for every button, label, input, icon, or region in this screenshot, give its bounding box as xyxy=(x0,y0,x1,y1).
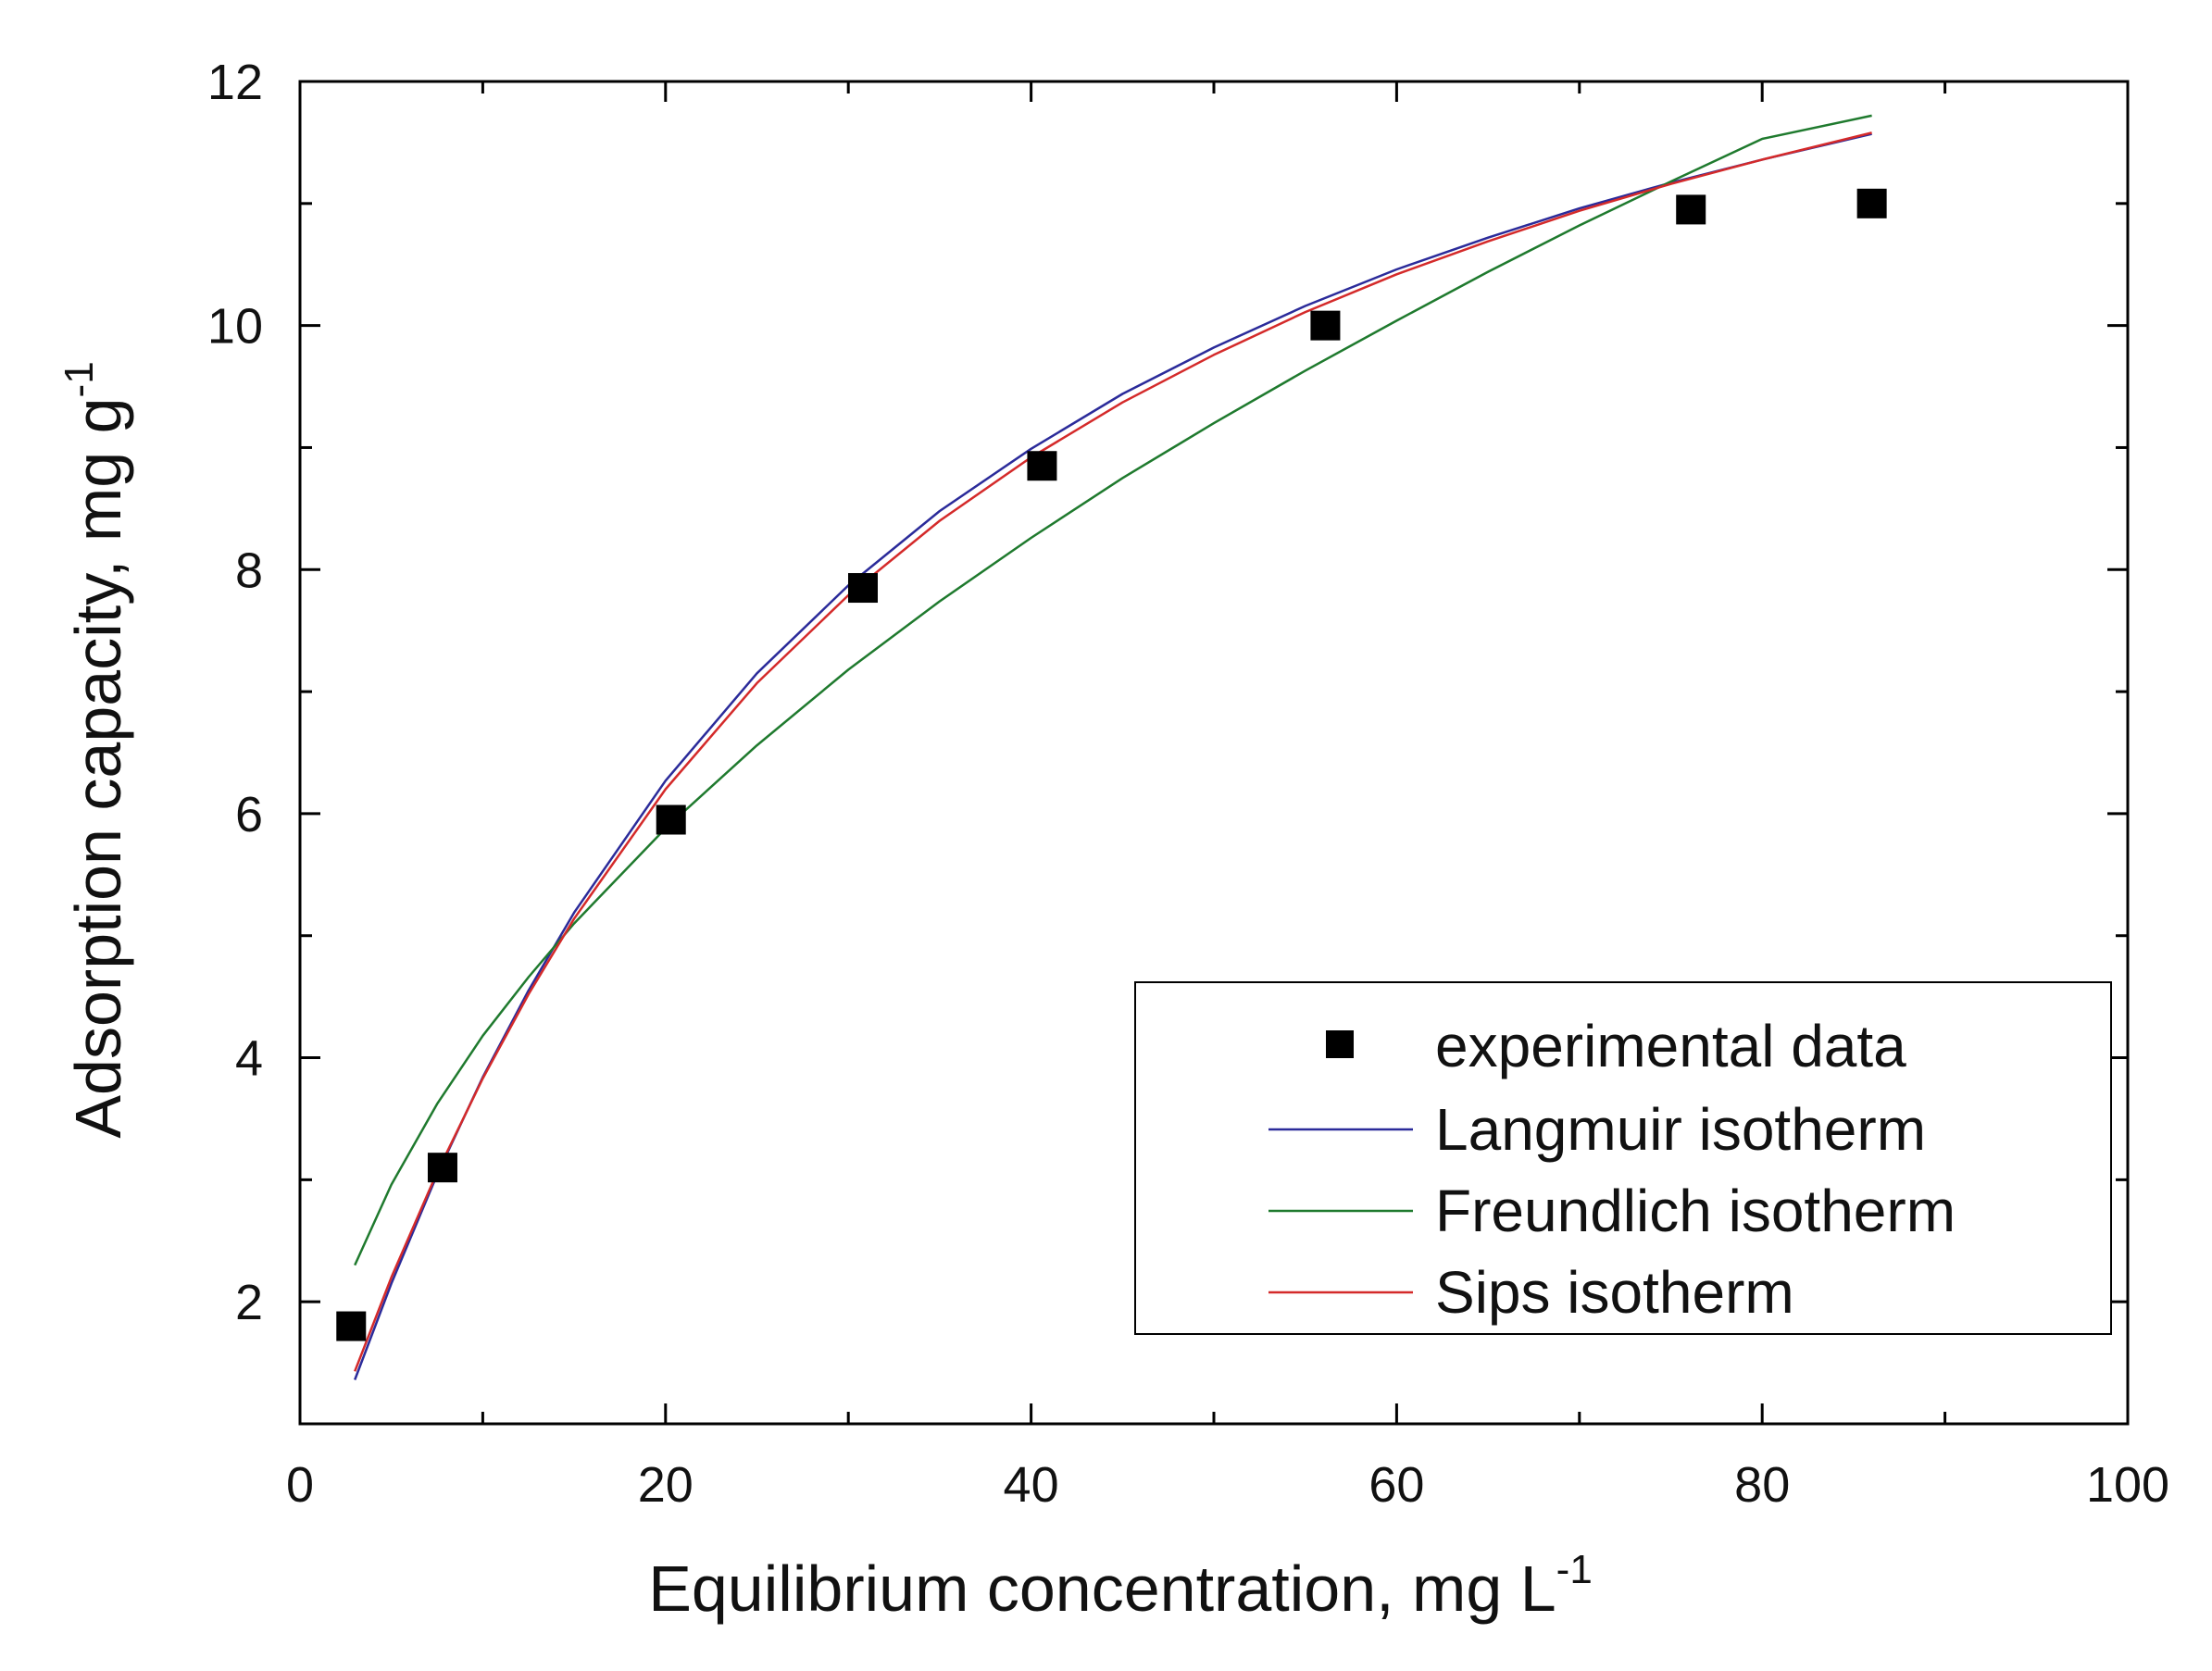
series-lines xyxy=(354,114,1872,1380)
legend: experimental data Langmuir isotherm Freu… xyxy=(1134,981,2112,1335)
data-point xyxy=(1310,310,1341,341)
data-point xyxy=(427,1153,457,1183)
legend-label-experimental: experimental data xyxy=(1435,1013,1906,1079)
y-tick-label: 12 xyxy=(207,55,263,110)
x-tick-label: 80 xyxy=(1734,1457,1790,1513)
legend-label-langmuir: Langmuir isotherm xyxy=(1435,1096,1926,1163)
legend-box xyxy=(1134,981,2112,1335)
series-markers xyxy=(336,188,1887,1341)
series-line-freundlich-isotherm xyxy=(354,114,1872,1266)
data-point xyxy=(336,1311,367,1341)
data-point xyxy=(656,804,686,835)
y-tick-label: 6 xyxy=(235,787,263,842)
x-tick-label: 100 xyxy=(2086,1457,2169,1513)
y-tick-label: 4 xyxy=(235,1031,263,1087)
data-point xyxy=(1676,194,1706,225)
y-tick-label: 10 xyxy=(207,299,263,355)
x-axis-title: Equilibrium concentration, mg L-1 xyxy=(648,1547,1593,1625)
x-tick-label: 20 xyxy=(638,1457,694,1513)
x-tick-label: 0 xyxy=(286,1457,314,1513)
axis-ticks xyxy=(298,80,2130,1426)
data-point xyxy=(1027,451,1057,481)
legend-label-sips: Sips isotherm xyxy=(1435,1259,1794,1326)
legend-marker-experimental xyxy=(1326,1030,1354,1058)
y-tick-label: 8 xyxy=(235,542,263,598)
x-tick-label: 60 xyxy=(1368,1457,1424,1513)
legend-label-freundlich: Freundlich isotherm xyxy=(1435,1178,1956,1244)
y-tick-labels: 2 4 6 8 10 12 xyxy=(207,55,263,1330)
data-point xyxy=(847,573,878,604)
y-axis-title: Adsorption capacity, mg g-1 xyxy=(56,361,134,1138)
series-line-sips-isotherm xyxy=(354,131,1872,1372)
x-tick-label: 40 xyxy=(1004,1457,1059,1513)
x-tick-labels: 0 20 40 60 80 100 xyxy=(286,1457,2169,1513)
data-point xyxy=(1856,188,1887,218)
y-tick-label: 2 xyxy=(235,1275,263,1330)
